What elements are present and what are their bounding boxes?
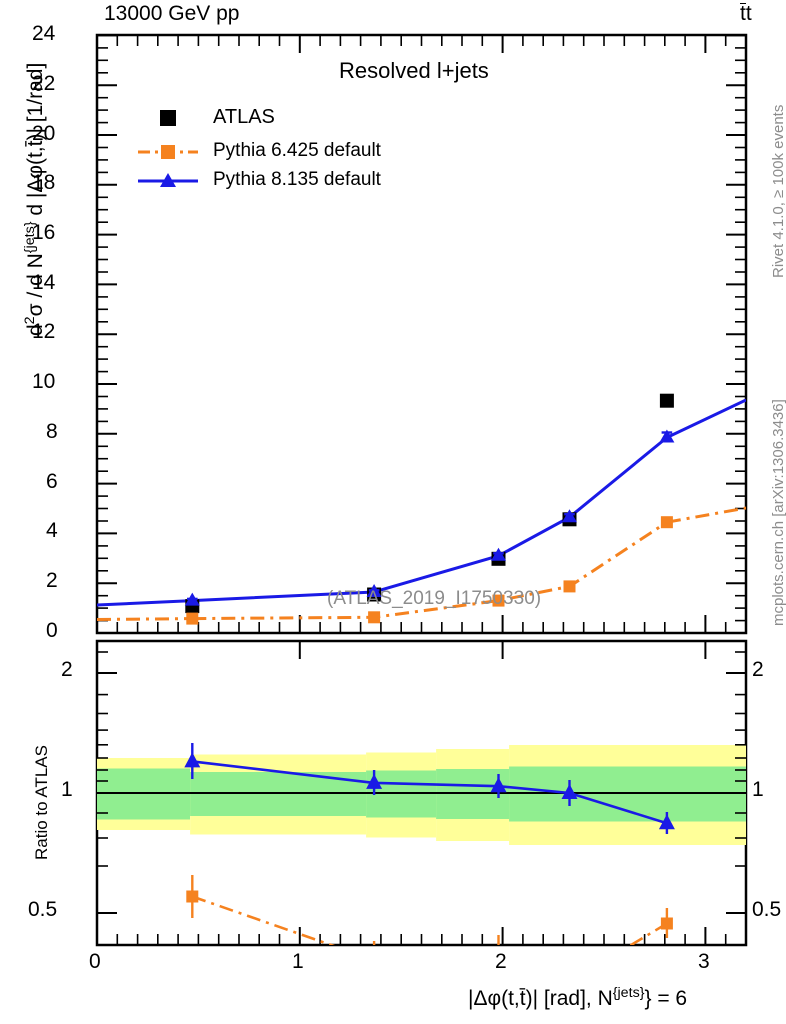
ratio-x-ticks: [96, 641, 727, 945]
y-tick-label-2: 2: [46, 569, 58, 592]
y-tick-label-20: 20: [32, 122, 56, 145]
ratio-y-ticks: [97, 651, 746, 914]
ratio-y-right-label-0point5: 0.5: [752, 898, 782, 921]
main-data-layer: [97, 393, 746, 625]
legend-markers: [138, 110, 198, 187]
series-line-pythia6-edges2: [666, 506, 746, 524]
x-tick-label-2: 2: [495, 950, 507, 973]
y-tick-label-4: 4: [46, 519, 58, 542]
y-tick-label-22: 22: [32, 72, 56, 95]
y-tick-label-18: 18: [32, 171, 56, 194]
y-tick-label-12: 12: [32, 320, 56, 343]
legend-label-pythia6[interactable]: Pythia 6.425 default: [213, 140, 381, 161]
series-markers-atlas: [185, 393, 674, 614]
plot-title: Resolved l+jets: [339, 58, 489, 83]
series-markers-pythia6: [186, 516, 673, 625]
ratio-data-layer: [184, 743, 675, 945]
series-line-pythia8-edges: [97, 599, 193, 607]
y-tick-label-24: 24: [32, 22, 56, 45]
y-tick-label-16: 16: [32, 221, 56, 244]
main-y-ticks: [97, 34, 746, 634]
y-tick-label-6: 6: [46, 470, 58, 493]
ratio-uncertainty-bands: [97, 745, 746, 845]
main-x-ticks: [96, 35, 727, 633]
series-line-pythia8: [192, 436, 668, 603]
legend-label-pythia8[interactable]: Pythia 8.135 default: [213, 169, 381, 190]
main-panel-frame: [95, 33, 748, 635]
series-line-pythia6-edges: [97, 617, 193, 621]
y-tick-label-10: 10: [32, 370, 56, 393]
y-tick-label-14: 14: [32, 271, 56, 294]
series-line-pythia8-edges2: [666, 398, 746, 439]
legend-marker-atlas: [160, 110, 176, 126]
x-tick-label-0: 0: [89, 950, 101, 973]
ratio-y-right-label-2: 2: [752, 658, 764, 681]
ratio-y-tick-label-2: 2: [61, 658, 73, 681]
legend-label-atlas[interactable]: ATLAS: [213, 106, 275, 128]
x-tick-label-3: 3: [698, 950, 710, 973]
x-tick-label-1: 1: [292, 950, 304, 973]
series-line-pythia6: [192, 520, 668, 621]
legend-marker-pythia8: [138, 173, 198, 187]
y-tick-label-0: 0: [46, 619, 58, 642]
ratio-y-tick-label-0point5: 0.5: [28, 898, 58, 921]
header-right-label: tt: [740, 2, 752, 25]
legend-marker-pythia6: [138, 145, 198, 159]
dataset-watermark: (ATLAS_2019_I1750330): [327, 588, 542, 609]
y-tick-label-8: 8: [46, 420, 58, 443]
series-markers-pythia8: [184, 429, 675, 606]
ratio-line-pythia6: [191, 895, 668, 945]
x-axis-label: |Δφ(t,t̄)| [rad], N{jets}} = 6: [468, 985, 688, 1010]
header-left-label: 13000 GeV pp: [104, 2, 240, 25]
ratio-y-tick-label-1: 1: [61, 778, 73, 801]
ratio-y-right-label-1: 1: [752, 778, 764, 801]
